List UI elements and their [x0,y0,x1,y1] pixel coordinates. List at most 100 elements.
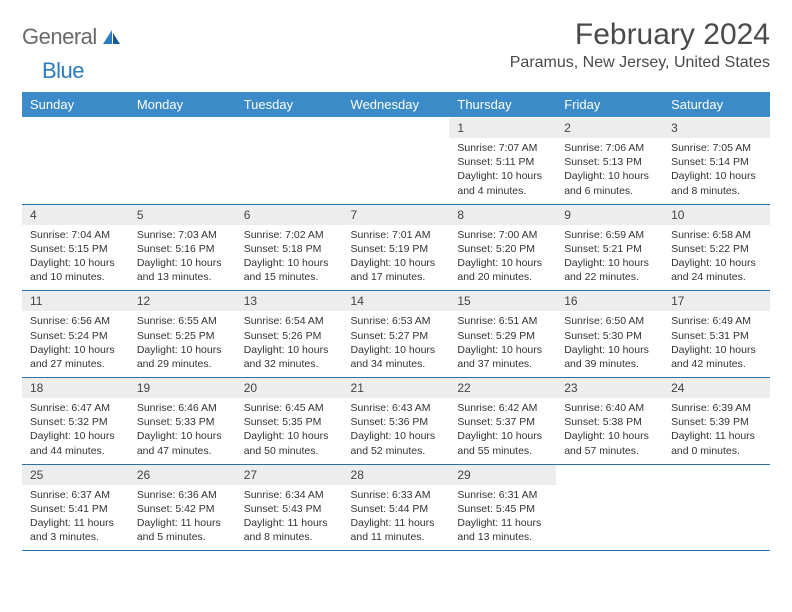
day-detail-4: Sunrise: 7:04 AMSunset: 5:15 PMDaylight:… [22,225,129,291]
day-empty [343,138,450,204]
day-empty [22,138,129,204]
logo-sail-icon [101,28,123,46]
sunrise-text: Sunrise: 6:36 AM [137,488,228,502]
sunset-text: Sunset: 5:30 PM [564,329,655,343]
day-empty [236,138,343,204]
sunset-text: Sunset: 5:26 PM [244,329,335,343]
day-num-10: 10 [663,204,770,225]
sunset-text: Sunset: 5:45 PM [457,502,548,516]
sunset-text: Sunset: 5:11 PM [457,155,548,169]
day-num-22: 22 [449,378,556,399]
sunrise-text: Sunrise: 7:03 AM [137,228,228,242]
day-empty [129,118,236,139]
day-num-2: 2 [556,118,663,139]
daylight-text: Daylight: 10 hours and 10 minutes. [30,256,121,284]
day-detail-5: Sunrise: 7:03 AMSunset: 5:16 PMDaylight:… [129,225,236,291]
sunset-text: Sunset: 5:38 PM [564,415,655,429]
sunrise-text: Sunrise: 6:34 AM [244,488,335,502]
sunrise-text: Sunrise: 6:43 AM [351,401,442,415]
day-detail-24: Sunrise: 6:39 AMSunset: 5:39 PMDaylight:… [663,398,770,464]
sunset-text: Sunset: 5:22 PM [671,242,762,256]
day-detail-19: Sunrise: 6:46 AMSunset: 5:33 PMDaylight:… [129,398,236,464]
week-1-nums: 45678910 [22,204,770,225]
sunset-text: Sunset: 5:42 PM [137,502,228,516]
day-detail-28: Sunrise: 6:33 AMSunset: 5:44 PMDaylight:… [343,485,450,551]
daylight-text: Daylight: 11 hours and 8 minutes. [244,516,335,544]
sunset-text: Sunset: 5:36 PM [351,415,442,429]
daylight-text: Daylight: 11 hours and 13 minutes. [457,516,548,544]
day-detail-6: Sunrise: 7:02 AMSunset: 5:18 PMDaylight:… [236,225,343,291]
daylight-text: Daylight: 10 hours and 13 minutes. [137,256,228,284]
sunrise-text: Sunrise: 6:54 AM [244,314,335,328]
sunset-text: Sunset: 5:32 PM [30,415,121,429]
day-detail-29: Sunrise: 6:31 AMSunset: 5:45 PMDaylight:… [449,485,556,551]
day-header-sunday: Sunday [22,92,129,118]
day-empty [663,464,770,485]
week-0-nums: 123 [22,118,770,139]
sunrise-text: Sunrise: 7:06 AM [564,141,655,155]
day-num-5: 5 [129,204,236,225]
day-header-monday: Monday [129,92,236,118]
day-num-18: 18 [22,378,129,399]
day-header-saturday: Saturday [663,92,770,118]
sunrise-text: Sunrise: 7:01 AM [351,228,442,242]
day-detail-21: Sunrise: 6:43 AMSunset: 5:36 PMDaylight:… [343,398,450,464]
sunset-text: Sunset: 5:41 PM [30,502,121,516]
sunset-text: Sunset: 5:37 PM [457,415,548,429]
day-empty [22,118,129,139]
sunrise-text: Sunrise: 6:46 AM [137,401,228,415]
sunset-text: Sunset: 5:24 PM [30,329,121,343]
day-num-7: 7 [343,204,450,225]
daylight-text: Daylight: 10 hours and 37 minutes. [457,343,548,371]
day-num-8: 8 [449,204,556,225]
day-num-4: 4 [22,204,129,225]
sunset-text: Sunset: 5:25 PM [137,329,228,343]
sunset-text: Sunset: 5:21 PM [564,242,655,256]
sunrise-text: Sunrise: 7:07 AM [457,141,548,155]
day-detail-26: Sunrise: 6:36 AMSunset: 5:42 PMDaylight:… [129,485,236,551]
day-detail-20: Sunrise: 6:45 AMSunset: 5:35 PMDaylight:… [236,398,343,464]
sunrise-text: Sunrise: 6:56 AM [30,314,121,328]
sunrise-text: Sunrise: 6:53 AM [351,314,442,328]
daylight-text: Daylight: 10 hours and 4 minutes. [457,169,548,197]
week-1-details: Sunrise: 7:04 AMSunset: 5:15 PMDaylight:… [22,225,770,291]
day-detail-22: Sunrise: 6:42 AMSunset: 5:37 PMDaylight:… [449,398,556,464]
day-detail-17: Sunrise: 6:49 AMSunset: 5:31 PMDaylight:… [663,311,770,377]
daylight-text: Daylight: 10 hours and 44 minutes. [30,429,121,457]
day-detail-7: Sunrise: 7:01 AMSunset: 5:19 PMDaylight:… [343,225,450,291]
sunrise-text: Sunrise: 6:50 AM [564,314,655,328]
day-detail-11: Sunrise: 6:56 AMSunset: 5:24 PMDaylight:… [22,311,129,377]
daylight-text: Daylight: 10 hours and 50 minutes. [244,429,335,457]
sunset-text: Sunset: 5:39 PM [671,415,762,429]
daylight-text: Daylight: 10 hours and 55 minutes. [457,429,548,457]
sunset-text: Sunset: 5:33 PM [137,415,228,429]
logo: General [22,24,125,50]
day-num-15: 15 [449,291,556,312]
day-num-19: 19 [129,378,236,399]
sunrise-text: Sunrise: 7:05 AM [671,141,762,155]
day-num-14: 14 [343,291,450,312]
day-num-1: 1 [449,118,556,139]
calendar-table: SundayMondayTuesdayWednesdayThursdayFrid… [22,92,770,551]
day-header-tuesday: Tuesday [236,92,343,118]
sunset-text: Sunset: 5:20 PM [457,242,548,256]
sunrise-text: Sunrise: 6:55 AM [137,314,228,328]
day-detail-13: Sunrise: 6:54 AMSunset: 5:26 PMDaylight:… [236,311,343,377]
daylight-text: Daylight: 10 hours and 57 minutes. [564,429,655,457]
sunrise-text: Sunrise: 6:42 AM [457,401,548,415]
month-title: February 2024 [510,18,770,52]
week-3-nums: 18192021222324 [22,378,770,399]
day-empty [236,118,343,139]
sunrise-text: Sunrise: 6:51 AM [457,314,548,328]
sunset-text: Sunset: 5:14 PM [671,155,762,169]
day-num-29: 29 [449,464,556,485]
day-detail-9: Sunrise: 6:59 AMSunset: 5:21 PMDaylight:… [556,225,663,291]
day-empty [343,118,450,139]
sunset-text: Sunset: 5:16 PM [137,242,228,256]
sunset-text: Sunset: 5:43 PM [244,502,335,516]
day-detail-3: Sunrise: 7:05 AMSunset: 5:14 PMDaylight:… [663,138,770,204]
day-num-20: 20 [236,378,343,399]
daylight-text: Daylight: 10 hours and 39 minutes. [564,343,655,371]
day-header-wednesday: Wednesday [343,92,450,118]
daylight-text: Daylight: 10 hours and 34 minutes. [351,343,442,371]
